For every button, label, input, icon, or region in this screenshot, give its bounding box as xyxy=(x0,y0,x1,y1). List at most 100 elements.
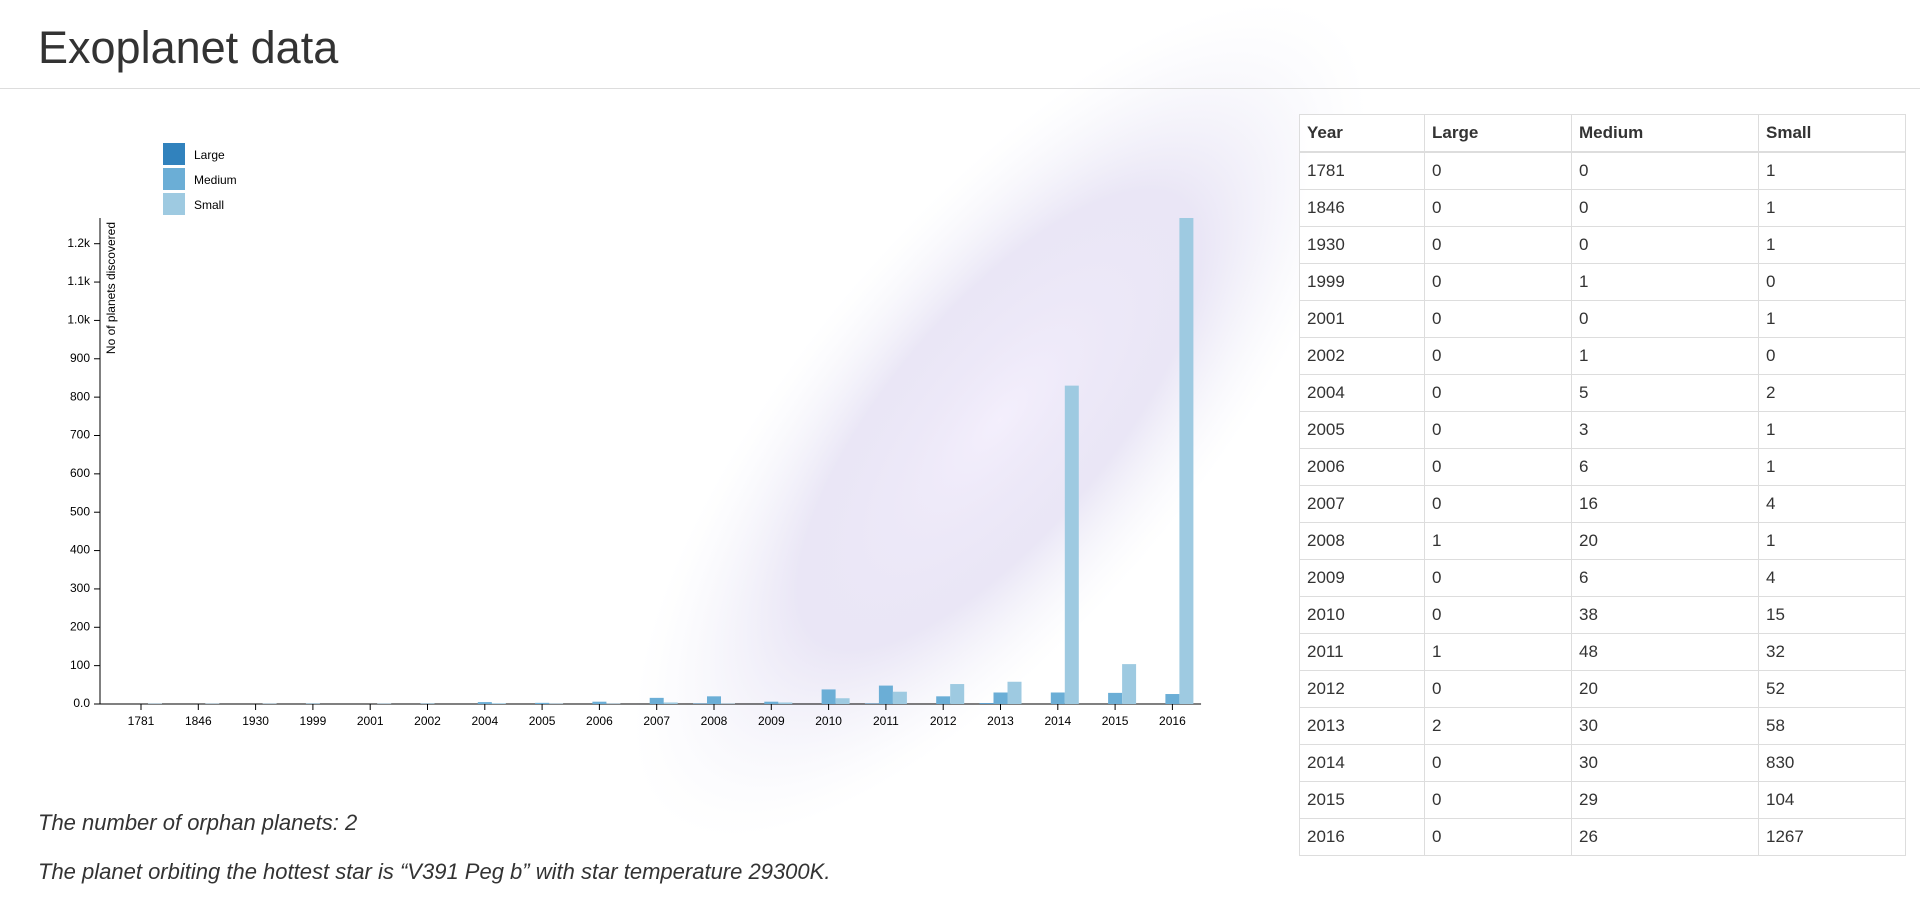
x-tick-label: 2013 xyxy=(987,714,1014,728)
table-header: Large xyxy=(1424,114,1572,153)
table-cell: 0 xyxy=(1424,189,1572,227)
table-cell: 0 xyxy=(1424,337,1572,375)
table-cell: 2010 xyxy=(1299,596,1425,634)
x-tick-label: 2004 xyxy=(471,714,498,728)
legend-label: Medium xyxy=(194,173,237,187)
table-cell: 0 xyxy=(1424,818,1572,856)
table-cell: 0 xyxy=(1424,670,1572,708)
table-cell: 0 xyxy=(1571,189,1759,227)
x-tick-label: 1846 xyxy=(185,714,212,728)
table-row: 2011 1 48 32 xyxy=(1299,633,1906,671)
x-tick-label: 2001 xyxy=(357,714,384,728)
table-cell: 1 xyxy=(1424,522,1572,560)
y-tick-label: 600 xyxy=(70,466,90,480)
table-header: Small xyxy=(1758,114,1906,153)
table-row: 1999 0 1 0 xyxy=(1299,263,1906,301)
table-row: 2012 0 20 52 xyxy=(1299,670,1906,708)
x-tick-label: 2015 xyxy=(1102,714,1129,728)
note: The number of orphan planets: 2 xyxy=(38,810,358,835)
table-cell: 30 xyxy=(1571,707,1759,745)
bar xyxy=(1179,218,1194,704)
data-table: Year Large Medium Small 1781 0 0 1 1846 0 0 1 1930 0 0… xyxy=(1299,114,1906,856)
table-row: 2002 0 1 0 xyxy=(1299,337,1906,375)
x-tick-label: 2006 xyxy=(586,714,613,728)
legend-label: Small xyxy=(194,198,224,212)
table-cell: 2004 xyxy=(1299,374,1425,412)
x-tick-label: 2005 xyxy=(529,714,556,728)
page-title: Exoplanet data xyxy=(38,22,339,73)
table-cell: 0 xyxy=(1424,300,1572,338)
bar xyxy=(979,703,994,704)
x-tick-label: 1781 xyxy=(128,714,155,728)
chart: 0.0 100 200 300 400 500 600 700 800 900 1.0k 1.1k 1.… xyxy=(67,143,1202,728)
table-cell: 1 xyxy=(1758,300,1906,338)
table-row: 2008 1 20 1 xyxy=(1299,522,1906,560)
y-tick-label: 200 xyxy=(70,619,90,633)
bar xyxy=(993,692,1008,704)
bar xyxy=(535,702,550,704)
table-cell: 30 xyxy=(1571,744,1759,782)
table-cell: 2007 xyxy=(1299,485,1425,523)
table-cell: 6 xyxy=(1571,559,1759,597)
table-cell: 29 xyxy=(1571,781,1759,819)
table-cell: 1267 xyxy=(1758,818,1906,856)
y-tick-label: 700 xyxy=(70,428,90,442)
bar xyxy=(491,703,506,704)
table-cell: 0 xyxy=(1424,559,1572,597)
table-cell: 15 xyxy=(1758,596,1906,634)
table-cell: 0 xyxy=(1424,411,1572,449)
table-cell: 1 xyxy=(1571,263,1759,301)
table-cell: 0 xyxy=(1424,485,1572,523)
table-cell: 6 xyxy=(1571,448,1759,486)
y-tick-label: 900 xyxy=(70,351,90,365)
legend-swatch xyxy=(163,193,185,215)
table-cell: 2013 xyxy=(1299,707,1425,745)
y-tick-label: 400 xyxy=(70,543,90,557)
table-row: 2007 0 16 4 xyxy=(1299,485,1906,523)
bar xyxy=(663,702,678,704)
table-cell: 48 xyxy=(1571,633,1759,671)
bar xyxy=(1122,664,1137,704)
table-cell: 26 xyxy=(1571,818,1759,856)
table-row: 2001 0 0 1 xyxy=(1299,300,1906,338)
table-cell: 0 xyxy=(1571,300,1759,338)
table-cell: 1 xyxy=(1424,633,1572,671)
table-row: 2006 0 6 1 xyxy=(1299,448,1906,486)
y-tick-label: 800 xyxy=(70,389,90,403)
table-cell: 0 xyxy=(1424,263,1572,301)
table-cell: 2002 xyxy=(1299,337,1425,375)
table-cell: 20 xyxy=(1571,522,1759,560)
table-row: Year Large Medium Small xyxy=(1299,114,1906,153)
table-cell: 58 xyxy=(1758,707,1906,745)
x-tick-label: 2007 xyxy=(643,714,670,728)
table-cell: 2001 xyxy=(1299,300,1425,338)
bar xyxy=(1050,692,1065,704)
note: The planet orbiting the hottest star is … xyxy=(38,859,831,884)
bar xyxy=(1165,694,1180,704)
y-tick-label: 300 xyxy=(70,581,90,595)
table-cell: 1 xyxy=(1758,226,1906,264)
table-cell: 20 xyxy=(1571,670,1759,708)
table-cell: 0 xyxy=(1758,337,1906,375)
bar xyxy=(477,702,492,704)
legend-swatch xyxy=(163,143,185,165)
table-cell: 4 xyxy=(1758,485,1906,523)
table-cell: 4 xyxy=(1758,559,1906,597)
table-cell: 1 xyxy=(1758,151,1906,190)
table-cell: 0 xyxy=(1424,744,1572,782)
y-tick-label: 0.0 xyxy=(73,696,90,710)
table-row: 2009 0 6 4 xyxy=(1299,559,1906,597)
table-cell: 0 xyxy=(1424,448,1572,486)
table-cell: 0 xyxy=(1424,374,1572,412)
table-header: Medium xyxy=(1571,114,1759,153)
table-row: 2005 0 3 1 xyxy=(1299,411,1906,449)
bar xyxy=(778,702,793,704)
table-cell: 0 xyxy=(1571,226,1759,264)
table-cell: 1930 xyxy=(1299,226,1425,264)
table-row: 1781 0 0 1 xyxy=(1299,151,1906,190)
table-row: 2015 0 29 104 xyxy=(1299,781,1906,819)
bar xyxy=(878,685,893,704)
bar xyxy=(707,696,721,704)
bar xyxy=(1108,692,1123,704)
